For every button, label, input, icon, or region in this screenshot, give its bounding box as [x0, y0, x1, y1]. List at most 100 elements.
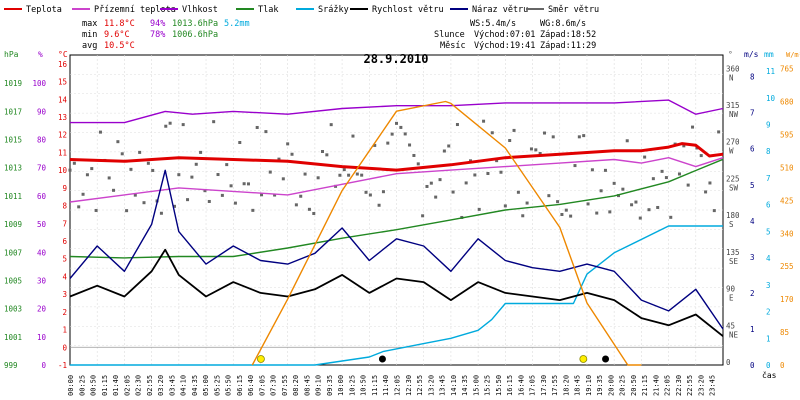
time-tick-label: 17:55	[551, 375, 559, 396]
wm2-tick-label: 595	[780, 130, 794, 139]
deg-tick-label: 270	[726, 138, 740, 147]
time-tick-label: 21:40	[652, 375, 660, 396]
unit-degc: °C	[58, 50, 68, 59]
unit-deg: °	[728, 50, 733, 59]
chart-title: 28.9.2010	[363, 52, 428, 66]
sun-marker	[257, 355, 265, 363]
wind-direction-point	[599, 189, 603, 193]
deg-dir-label: NW	[729, 110, 739, 119]
stats-min-hum: 78%	[150, 30, 165, 40]
time-tick-label: 16:40	[517, 375, 525, 396]
time-tick-label: 13:20	[427, 375, 435, 396]
wind-direction-point	[621, 187, 625, 191]
wind-direction-point	[246, 182, 250, 186]
wind-direction-point	[107, 176, 111, 180]
moon-label: Měsíc	[440, 41, 466, 51]
time-tick-label: 00:50	[90, 375, 98, 396]
time-tick-label: 17:05	[529, 375, 537, 396]
pct-tick-label: 30	[37, 276, 47, 285]
ms-tick-label: 4	[750, 217, 755, 226]
wm2-tick-label: 0	[780, 361, 785, 370]
wind-direction-point	[229, 184, 233, 188]
wind-direction-point	[316, 176, 320, 180]
time-tick-label: 02:55	[146, 375, 154, 396]
wind-direction-point	[586, 202, 590, 206]
wind-direction-point	[399, 125, 403, 129]
legend-label: Směr větru	[548, 5, 599, 15]
pct-tick-label: 70	[37, 164, 47, 173]
degc-tick-label: 13	[58, 113, 67, 122]
stats-max-hum: 94%	[150, 19, 165, 29]
deg-dir-label: S	[729, 220, 734, 229]
wind-direction-point	[142, 201, 146, 205]
wind-direction-point	[664, 176, 668, 180]
mm-tick-label: 9	[766, 120, 771, 129]
wind-direction-point	[521, 214, 525, 218]
wind-direction-point	[255, 125, 259, 129]
time-tick-label: 11:40	[382, 375, 390, 396]
pct-tick-label: 100	[32, 79, 46, 88]
legend-label: Přízemní teplota	[94, 5, 176, 15]
wind-direction-point	[329, 123, 333, 127]
wind-direction-point	[660, 169, 664, 173]
deg-dir-label: NE	[729, 330, 739, 339]
x-axis-label: čas	[762, 370, 777, 380]
mm-tick-label: 11	[766, 67, 775, 76]
time-tick-label: 07:55	[281, 375, 289, 396]
time-tick-label: 05:00	[202, 375, 210, 396]
wind-direction-point	[233, 201, 237, 205]
wind-direction-point	[164, 124, 168, 128]
wind-direction-point	[630, 203, 634, 207]
series-line	[251, 100, 642, 366]
wm2-tick-label: 255	[780, 262, 794, 271]
pct-tick-label: 80	[37, 136, 47, 145]
wind-direction-point	[151, 168, 155, 172]
wind-direction-point	[303, 172, 307, 176]
ms-tick-label: 0	[750, 361, 755, 370]
stats-min-label: min	[82, 30, 97, 40]
ms-tick-label: 1	[750, 325, 755, 334]
wind-direction-point	[503, 204, 507, 208]
wind-direction-point	[186, 198, 190, 202]
wind-direction-point	[77, 205, 81, 209]
deg-tick-label: 360	[726, 64, 740, 73]
hpa-tick-label: 1015	[4, 136, 22, 145]
wind-direction-point	[351, 134, 355, 138]
hpa-tick-label: 1011	[4, 192, 22, 201]
time-tick-label: 02:30	[135, 375, 143, 396]
legend-label: Teplota	[26, 5, 62, 15]
time-tick-label: 12:05	[394, 375, 402, 396]
wm2-tick-label: 170	[780, 295, 794, 304]
deg-dir-label: N	[729, 73, 734, 82]
wind-direction-point	[325, 153, 329, 157]
wind-direction-point	[172, 204, 176, 208]
mm-tick-label: 0	[766, 361, 771, 370]
info-block: WS:5.4m/s WG:8.6m/s Slunce Východ:07:01 …	[434, 19, 596, 51]
wind-direction-point	[638, 216, 642, 220]
wind-direction-point	[386, 141, 390, 145]
wind-direction-point	[347, 173, 351, 177]
unit-headers: hPa % °C ° m/s mm W/m²	[4, 50, 800, 59]
wind-direction-point	[403, 132, 407, 136]
stats-min-press: 1006.6hPa	[172, 30, 218, 40]
time-tick-label: 06:15	[236, 375, 244, 396]
time-tick-label: 19:10	[585, 375, 593, 396]
wind-direction-point	[643, 155, 647, 159]
pct-tick-label: 10	[37, 333, 47, 342]
degc-tick-label: 2	[62, 308, 67, 317]
time-tick-label: 10:00	[337, 375, 345, 396]
wind-direction-point	[608, 210, 612, 214]
hpa-tick-label: 1013	[4, 164, 22, 173]
unit-mm: mm	[764, 50, 774, 59]
wm2-tick-label: 510	[780, 163, 794, 172]
series-line	[70, 99, 724, 124]
time-tick-label: 23:45	[709, 375, 717, 396]
degc-tick-label: 0	[62, 343, 67, 352]
wind-direction-point	[364, 190, 368, 194]
time-tick-label: 16:15	[506, 375, 514, 396]
wind-direction-point	[473, 173, 477, 177]
time-tick-label: 02:05	[123, 375, 131, 396]
degc-tick-label: 1	[62, 326, 67, 335]
wind-direction-point	[582, 134, 586, 138]
